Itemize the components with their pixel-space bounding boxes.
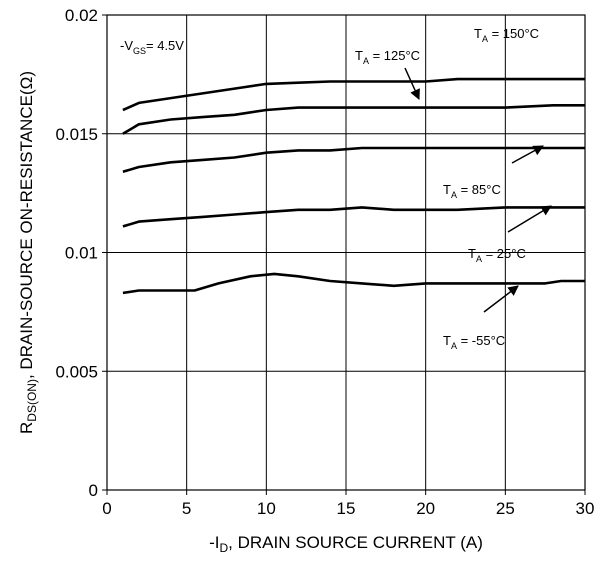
annotation-arrow [507, 205, 552, 233]
series-line-85-c [122, 146, 585, 174]
x-tick-label: 5 [182, 499, 191, 518]
series-annotation-55-c: TA = -55°C [443, 333, 505, 351]
y-tick-label: 0.005 [55, 362, 98, 381]
y-axis-label: RDS(ON), DRAIN-SOURCE ON-RESISTANCE(Ω) [17, 71, 39, 434]
grid [107, 15, 585, 490]
annotations: TA = 150°C TA = 125°C TA = 85°C TA = 25°C TA… [355, 26, 552, 351]
series-annotation-125-c: TA = 125°C [355, 48, 420, 66]
y-tick-label: 0.015 [55, 125, 98, 144]
series-lines [122, 77, 585, 295]
series-line-125-c [122, 104, 585, 135]
x-tick-label: 15 [337, 499, 356, 518]
tick-labels: 0 5 10 15 20 25 30 0 0.005 0.01 0.015 0.02 [55, 6, 594, 518]
series-line-55-c [122, 272, 585, 295]
x-tick-label: 0 [102, 499, 111, 518]
annotation-arrow [483, 285, 519, 313]
series-annotation-150-c: TA = 150°C [474, 26, 539, 44]
y-tick-label: 0 [89, 481, 98, 500]
y-tick-label: 0.02 [65, 6, 98, 25]
annotation-arrow [511, 145, 544, 164]
series-line-25-c [122, 206, 585, 228]
condition-label: -VGS= 4.5V [120, 38, 184, 56]
x-tick-label: 30 [576, 499, 595, 518]
x-tick-label: 20 [416, 499, 435, 518]
series-annotation-85-c: TA = 85°C [443, 182, 501, 200]
x-tick-label: 25 [496, 499, 515, 518]
y-tick-label: 0.01 [65, 244, 98, 263]
x-tick-label: 10 [257, 499, 276, 518]
annotation-arrow [404, 67, 420, 100]
x-axis-label: -ID, DRAIN SOURCE CURRENT (A) [209, 533, 483, 555]
series-line-150-c [122, 77, 585, 112]
series-annotation-25-c: TA = 25°C [468, 246, 526, 264]
